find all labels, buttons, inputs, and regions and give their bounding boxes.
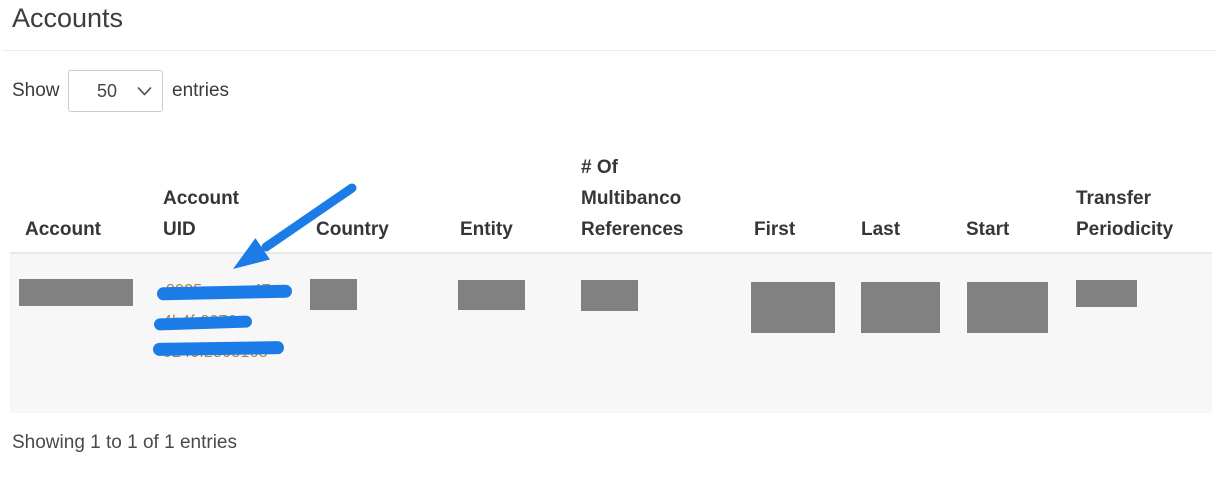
column-header-account: Account <box>25 214 101 245</box>
column-header-first: First <box>754 214 795 245</box>
redaction-scribble-3 <box>152 341 285 356</box>
redaction-box-last <box>861 282 940 333</box>
column-header-account-uid-line2: UID <box>163 219 196 240</box>
column-header-account-label: Account <box>25 219 101 240</box>
annotation-arrow-icon <box>233 183 357 269</box>
page-length-select[interactable]: 50 <box>68 70 163 112</box>
page-title: Accounts <box>12 3 124 33</box>
column-header-multibanco-line1: # Of <box>581 157 618 178</box>
table-row <box>10 254 1212 413</box>
title-divider <box>2 50 1217 51</box>
column-header-transfer-line1: Transfer <box>1076 188 1151 209</box>
redaction-box-country <box>310 279 357 310</box>
redaction-box-first <box>751 282 835 333</box>
column-header-last: Last <box>861 214 900 245</box>
redaction-box-entity <box>458 280 525 310</box>
column-header-start-label: Start <box>966 219 1010 240</box>
column-header-entity-label: Entity <box>460 219 513 240</box>
table-header-divider <box>10 252 1212 254</box>
redaction-box-account <box>19 279 133 306</box>
redaction-box-multibanco-references <box>581 280 638 311</box>
chevron-down-icon <box>137 86 152 95</box>
column-header-account-uid-line1: Account <box>163 188 239 209</box>
column-header-first-label: First <box>754 219 796 240</box>
column-header-country: Country <box>316 214 389 245</box>
column-header-transfer-periodicity: Transfer Periodicity <box>1076 183 1173 245</box>
redaction-box-transfer-periodicity <box>1076 280 1137 307</box>
column-header-multibanco-line2: Multibanco <box>581 188 682 209</box>
column-header-multibanco-references: # Of Multibanco References <box>581 152 683 245</box>
column-header-country-label: Country <box>316 219 389 240</box>
page-length-value: 50 <box>96 80 118 101</box>
column-header-multibanco-line3: References <box>581 219 684 240</box>
entries-label: entries <box>172 80 230 101</box>
column-header-account-uid: Account UID <box>163 183 239 245</box>
column-header-start: Start <box>966 214 1009 245</box>
column-header-last-label: Last <box>861 219 901 240</box>
column-header-entity: Entity <box>460 214 513 245</box>
show-label: Show <box>12 80 60 101</box>
table-info-summary: Showing 1 to 1 of 1 entries <box>12 432 237 453</box>
redaction-box-start <box>967 282 1048 333</box>
column-header-transfer-line2: Periodicity <box>1076 219 1174 240</box>
